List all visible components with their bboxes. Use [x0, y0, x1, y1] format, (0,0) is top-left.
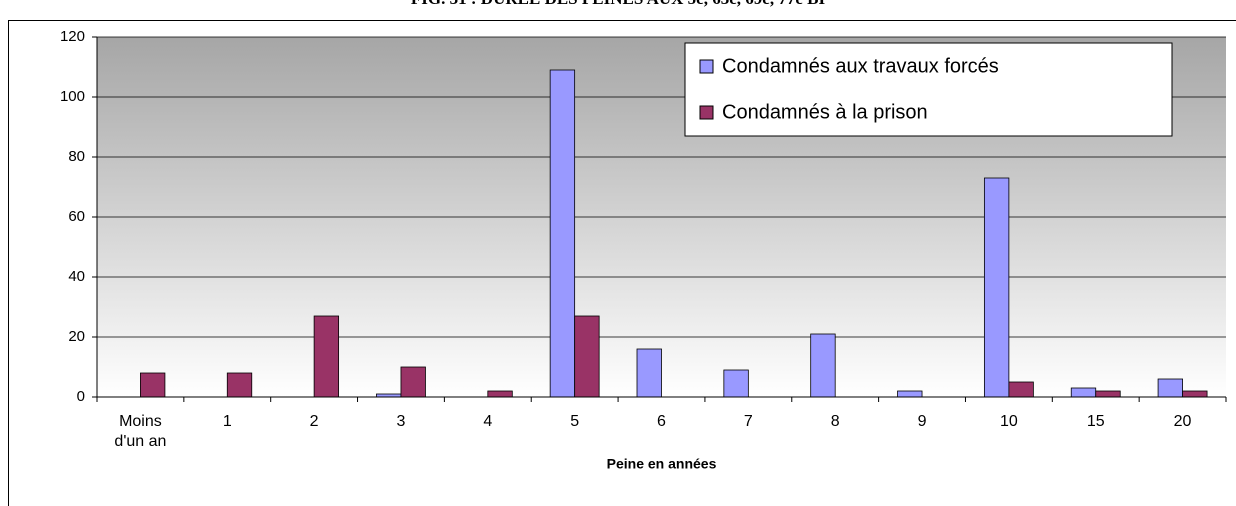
x-tick-label: 6	[657, 413, 666, 430]
bar	[140, 372, 166, 398]
y-tick-label: 100	[60, 88, 85, 105]
bar	[636, 348, 662, 398]
bar	[1157, 378, 1183, 398]
x-tick-label: 5	[570, 413, 580, 430]
y-tick-label: 20	[68, 328, 85, 345]
x-axis-label: Peine en années	[607, 456, 717, 472]
x-tick-label: 20	[1173, 413, 1192, 430]
x-tick-label: 2	[309, 413, 319, 430]
x-tick-label: 3	[396, 413, 406, 430]
legend-label: Condamnés aux travaux forcés	[722, 55, 999, 77]
y-tick-label: 40	[68, 268, 85, 285]
legend-swatch	[699, 59, 714, 74]
bar	[897, 390, 923, 398]
bar	[226, 372, 253, 398]
x-tick-label: 15	[1086, 413, 1105, 430]
bar	[983, 177, 1010, 398]
x-tick-label: 1	[222, 413, 232, 430]
y-tick-label: 0	[77, 388, 85, 405]
bar	[487, 390, 513, 398]
y-tick-label: 80	[68, 148, 85, 165]
x-tick-label: 10	[999, 413, 1018, 430]
legend-label: Condamnés à la prison	[722, 101, 928, 123]
y-tick-label: 120	[60, 28, 85, 45]
x-tick-label: 4	[483, 413, 493, 430]
bar	[1008, 381, 1034, 398]
bar	[1070, 387, 1097, 398]
chart-title: FIG. 31 : DURÉE DES PEINES AUX 5e, 63e, …	[0, 0, 1236, 9]
legend-box	[684, 42, 1173, 137]
bar	[1095, 390, 1121, 398]
bar	[723, 369, 749, 398]
bar	[574, 315, 600, 398]
x-tick-label: 9	[917, 413, 927, 430]
legend-swatch	[699, 105, 714, 120]
bar	[1182, 390, 1208, 398]
x-tick-label: Moins d'un an	[114, 413, 167, 450]
bar	[810, 333, 836, 398]
x-tick-label: 7	[743, 413, 753, 430]
x-tick-label: 8	[830, 413, 840, 430]
bar	[549, 69, 576, 398]
bar	[400, 366, 426, 398]
y-tick-label: 60	[68, 208, 85, 225]
bar	[313, 315, 340, 398]
